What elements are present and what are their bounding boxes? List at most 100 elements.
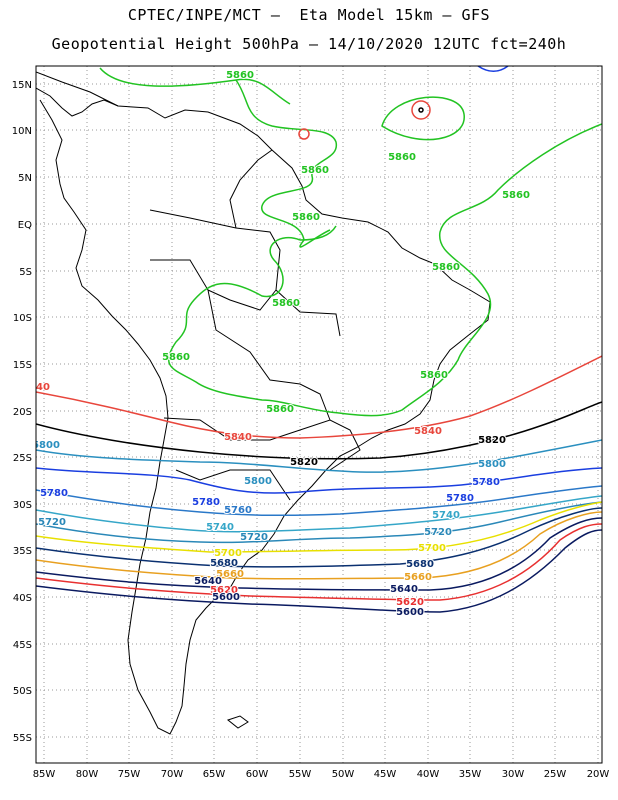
country-border [175, 469, 291, 501]
longitude-tick-label: 50W [332, 769, 355, 780]
longitude-tick-label: 80W [76, 769, 99, 780]
contour-label: 5600 [212, 592, 240, 603]
latitude-tick-label: 55S [13, 733, 32, 744]
latitude-tick-label: 10N [12, 126, 32, 137]
contour-center-marker [418, 107, 424, 113]
contour-label: 5860 [162, 352, 190, 363]
latitude-tick-label: 40S [13, 593, 32, 604]
contour-label: 5640 [194, 576, 222, 587]
contour-line-5760 [36, 485, 602, 517]
contour-line-5720 [36, 501, 602, 544]
contour-label: 5860 [226, 70, 254, 81]
latitude-labels: 15N 10N 5N EQ 5S 10S 15S 20S 25S 30S 35S 40S 45S 50S 5… [12, 80, 32, 744]
contour-line-5680 [36, 507, 602, 568]
latitude-tick-label: EQ [18, 220, 32, 231]
contour-label: 5660 [216, 569, 244, 580]
contour-line-5860 [99, 67, 291, 105]
latitude-tick-label: 30S [13, 500, 32, 511]
contour-line-5840 [36, 355, 602, 439]
contour-label: 5760 [224, 505, 252, 516]
map-frame [35, 65, 603, 764]
latitude-tick-label: 25S [13, 453, 32, 464]
contour-label: 5620 [396, 597, 424, 608]
contour-line-5640 [36, 517, 602, 591]
contour-label: 5840 [22, 382, 50, 393]
contour-label: 5700 [418, 543, 446, 554]
contour-label: 5720 [424, 527, 452, 538]
contour-layer [36, 66, 602, 613]
contour-label: 5780 [446, 493, 474, 504]
contour-label: 5660 [404, 572, 432, 583]
contour-label: 5860 [502, 190, 530, 201]
latitude-tick-label: 45S [13, 640, 32, 651]
contour-label: 5860 [266, 404, 294, 415]
contour-line-5800 [36, 439, 602, 473]
contour-label: 5860 [420, 370, 448, 381]
contour-line-5700 [36, 501, 602, 553]
contour-label: 5620 [210, 585, 238, 596]
longitude-tick-label: 40W [417, 769, 440, 780]
contour-line-5620 [36, 523, 602, 601]
contour-line-5860 [167, 123, 602, 417]
longitude-tick-label: 85W [33, 769, 56, 780]
contour-label: 5860 [292, 212, 320, 223]
longitude-labels: 85W 80W 75W 70W 65W 60W 55W 50W 45W 40W 35W 30W 25W 2… [33, 769, 610, 780]
longitude-tick-label: 55W [289, 769, 312, 780]
contour-label: 5800 [244, 476, 272, 487]
longitude-tick-label: 20W [587, 769, 610, 780]
contour-label: 5820 [478, 435, 506, 446]
contour-label: 5840 [224, 432, 252, 443]
latitude-tick-label: 35S [13, 546, 32, 557]
longitude-tick-label: 75W [118, 769, 141, 780]
contour-line-5600 [36, 529, 602, 613]
contour-label: 5800 [478, 459, 506, 470]
graticule-grid [36, 66, 602, 763]
contour-label: 5860 [272, 298, 300, 309]
contour-line-5660 [36, 511, 602, 580]
contour-label: 5720 [240, 532, 268, 543]
map-subtitle: Geopotential Height 500hPa – 14/10/2020 … [51, 35, 567, 53]
map-title: CPTEC/INPE/MCT – Eta Model 15km – GFS [127, 6, 491, 24]
longitude-tick-label: 60W [246, 769, 269, 780]
contour-label: 5600 [396, 607, 424, 618]
contour-line-5860 [299, 225, 337, 241]
contour-label: 5680 [406, 559, 434, 570]
longitude-tick-label: 25W [544, 769, 567, 780]
country-border [229, 149, 273, 229]
contour-label: 5780 [40, 488, 68, 499]
longitude-tick-label: 45W [374, 769, 397, 780]
country-border [207, 289, 277, 311]
longitude-tick-label: 70W [161, 769, 184, 780]
latitude-tick-label: 10S [13, 313, 32, 324]
contour-label: 5740 [206, 522, 234, 533]
coastline-layer [36, 71, 491, 735]
longitude-tick-label: 30W [502, 769, 525, 780]
country-border [149, 209, 341, 337]
longitude-tick-label: 65W [203, 769, 226, 780]
contour-line-5780 [36, 467, 602, 494]
latitude-tick-label: 15N [12, 80, 32, 91]
latitude-tick-label: 5N [18, 173, 32, 184]
south-america-coastline [36, 71, 491, 735]
contour-label: 5640 [390, 584, 418, 595]
contour-label: 5740 [432, 510, 460, 521]
contour-label-layer: 5860 5860 5860 5860 5860 5860 5860 5860 5860 5860… [22, 69, 531, 619]
contour-line-5780 [477, 66, 509, 72]
contour-label: 5800 [32, 440, 60, 451]
contour-label: 5780 [472, 477, 500, 488]
contour-label: 5780 [192, 497, 220, 508]
contour-line-5820 [36, 401, 602, 460]
latitude-tick-label: 5S [19, 267, 32, 278]
central-america-coastline [36, 87, 119, 117]
latitude-tick-label: 50S [13, 686, 32, 697]
country-border [150, 259, 331, 421]
contour-label: 5680 [210, 558, 238, 569]
latitude-tick-label: 15S [13, 360, 32, 371]
country-border [163, 417, 361, 471]
contour-label: 5720 [38, 517, 66, 528]
contour-label: 5860 [388, 152, 416, 163]
latitude-tick-label: 20S [13, 407, 32, 418]
contour-line-5860 [235, 79, 337, 248]
contour-label: 5820 [290, 457, 318, 468]
